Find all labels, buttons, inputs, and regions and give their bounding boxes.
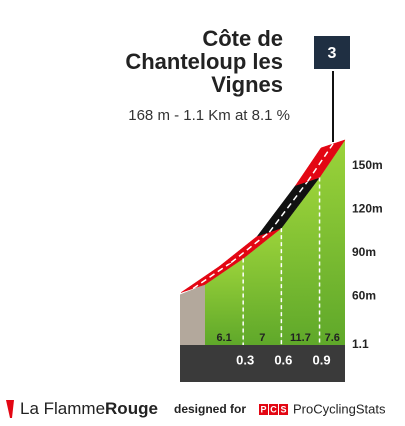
pcs-box [259, 404, 268, 415]
profile-face [243, 228, 282, 345]
y-tick-label: 120m [352, 202, 383, 216]
ribbon-center [230, 231, 270, 264]
km-label: 0.9 [313, 352, 331, 367]
gradient-label: 6.1 [216, 332, 231, 344]
gradient-label: 11.7 [290, 332, 311, 344]
ribbon-center [268, 181, 309, 233]
pcs-letter: C [270, 404, 277, 414]
km-label: 0.6 [274, 352, 292, 367]
pcs-box [269, 404, 278, 415]
title-line: Chanteloup les [125, 49, 283, 74]
ribbon-center [192, 261, 232, 290]
profile-face [205, 258, 244, 345]
subtitle: 168 m - 1.1 Km at 8.1 % [128, 107, 290, 124]
designed-for: designed for [174, 402, 246, 416]
footer: La FlammeRouge designed for P C S ProCyc… [6, 399, 386, 418]
category-badge [312, 34, 352, 71]
brand: La FlammeRouge [20, 399, 158, 418]
pcs-letter: P [260, 404, 266, 414]
profile-face [281, 177, 320, 345]
y-tick-label: 60m [352, 288, 376, 302]
profile-face [319, 139, 345, 345]
pcs-box [279, 404, 288, 415]
title-line: Vignes [211, 72, 283, 97]
km-label: 0.3 [236, 352, 254, 367]
category-label: 3 [328, 45, 337, 62]
y-tick-label: 90m [352, 245, 376, 259]
gradient-label: 7 [259, 332, 265, 344]
gradient-label: 7.6 [325, 332, 340, 344]
y-tick-label: 150m [352, 158, 383, 172]
title-line: Côte de [202, 26, 283, 51]
base-strip [180, 345, 345, 382]
flame-icon [6, 400, 14, 418]
pcs-letter: S [280, 404, 286, 414]
length-label: 1.1 [352, 337, 369, 351]
pcs-name: ProCyclingStats [293, 401, 386, 416]
ribbon-center [306, 143, 334, 182]
